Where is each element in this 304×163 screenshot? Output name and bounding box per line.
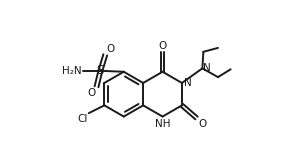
Text: NH: NH [155,119,170,129]
Text: N: N [184,78,192,88]
Text: O: O [158,41,167,51]
Text: O: O [198,119,206,129]
Text: S: S [97,64,104,77]
Text: N: N [203,63,211,73]
Text: H₂N: H₂N [63,66,82,76]
Text: Cl: Cl [78,114,88,124]
Text: O: O [106,44,115,54]
Text: O: O [87,88,95,98]
